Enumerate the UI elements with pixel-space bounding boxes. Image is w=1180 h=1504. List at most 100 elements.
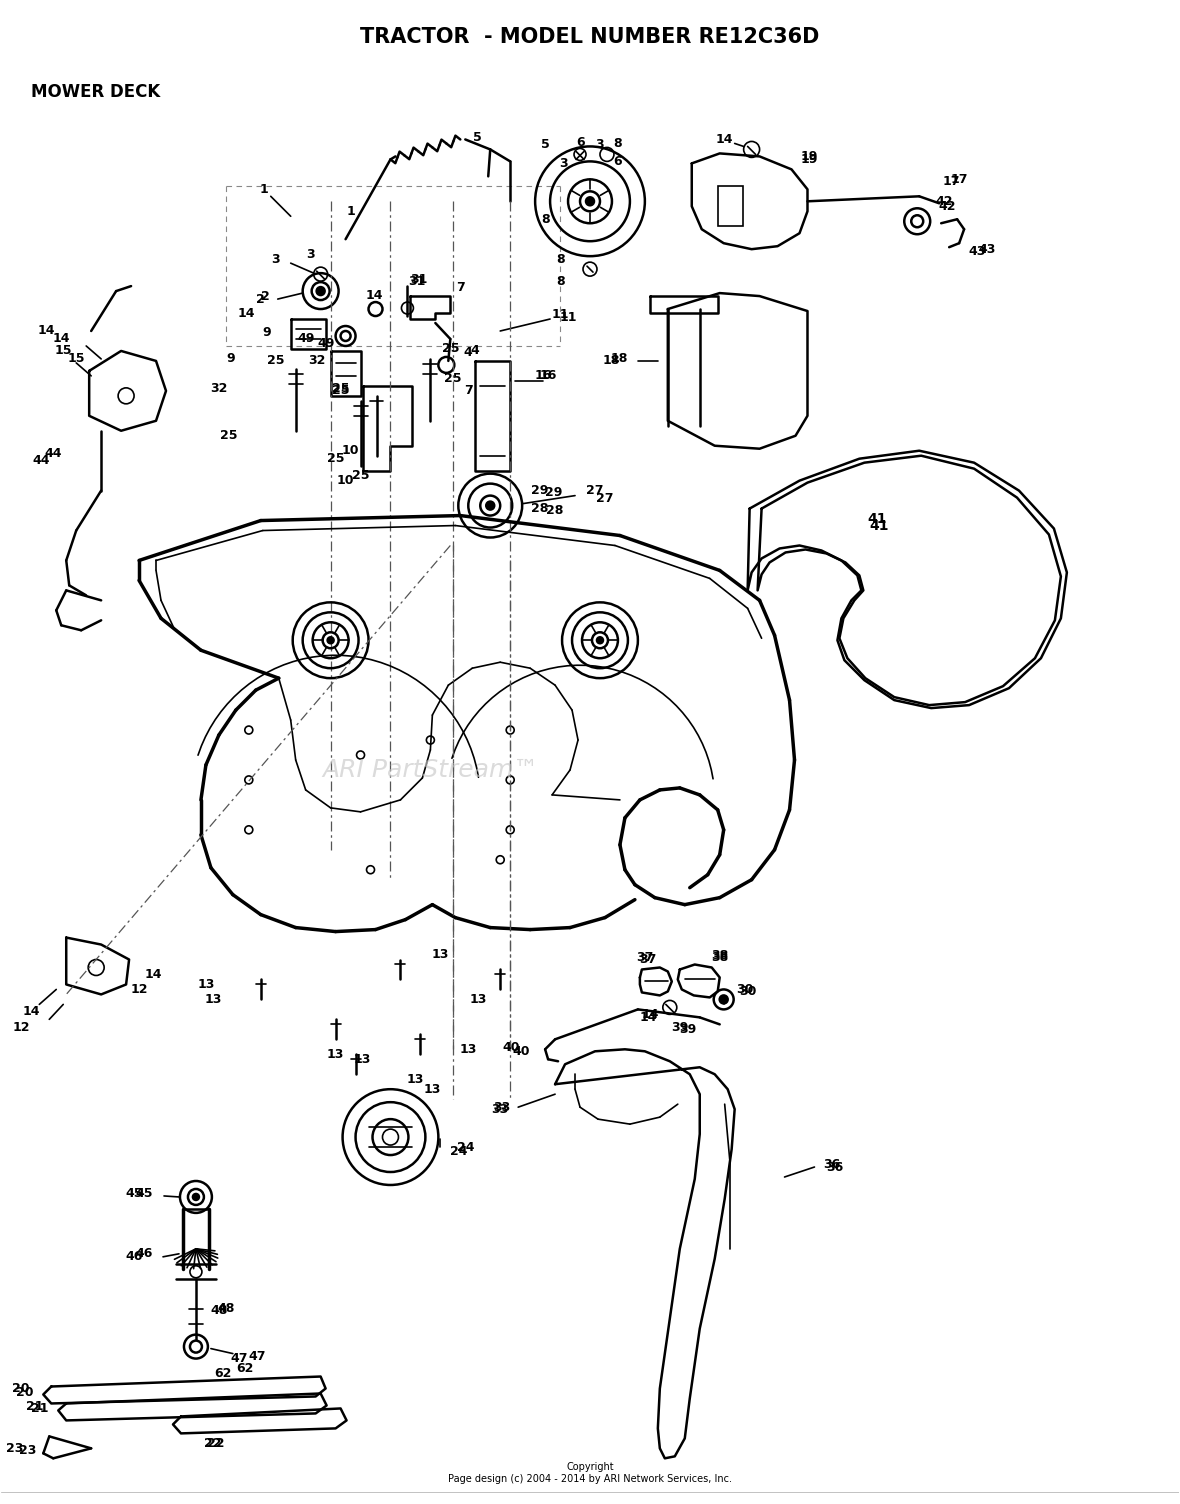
Text: 38: 38: [712, 949, 728, 963]
Text: 7: 7: [455, 281, 465, 293]
Text: 10: 10: [342, 444, 360, 457]
Text: 1: 1: [346, 205, 355, 218]
Text: 36: 36: [822, 1158, 840, 1170]
Text: 21: 21: [26, 1400, 44, 1412]
Text: 36: 36: [826, 1161, 843, 1173]
Text: 6: 6: [577, 135, 585, 149]
Text: ARI PartStream™: ARI PartStream™: [322, 758, 538, 782]
Text: 33: 33: [491, 1102, 509, 1116]
Text: 44: 44: [33, 454, 50, 468]
Text: 11: 11: [559, 310, 577, 323]
Text: 2: 2: [262, 290, 270, 302]
Text: 8: 8: [556, 275, 564, 287]
Text: 62: 62: [215, 1367, 231, 1381]
Text: 49: 49: [317, 337, 335, 350]
Text: 43: 43: [969, 245, 985, 257]
Text: 29: 29: [545, 486, 563, 499]
Text: 13: 13: [197, 978, 215, 991]
Text: 25: 25: [327, 453, 345, 465]
Circle shape: [316, 287, 324, 295]
Text: 27: 27: [586, 484, 604, 498]
Text: 46: 46: [136, 1247, 152, 1260]
Text: 45: 45: [125, 1188, 143, 1200]
Text: 15: 15: [67, 352, 85, 365]
Text: 14: 14: [366, 289, 384, 302]
Text: 37: 37: [640, 954, 656, 966]
Text: 23: 23: [19, 1444, 37, 1457]
Text: 9: 9: [227, 352, 235, 365]
Text: 22: 22: [208, 1436, 224, 1450]
Text: 29: 29: [531, 484, 549, 498]
Text: MOWER DECK: MOWER DECK: [32, 83, 160, 101]
Text: 14: 14: [641, 1008, 658, 1021]
Text: 40: 40: [503, 1041, 520, 1054]
Text: 25: 25: [444, 373, 461, 385]
Text: 25: 25: [267, 355, 284, 367]
Text: 4: 4: [464, 346, 473, 359]
Text: 6: 6: [614, 155, 622, 168]
Text: 3: 3: [559, 156, 568, 170]
Text: 7: 7: [464, 385, 473, 397]
Text: 47: 47: [249, 1351, 267, 1363]
Text: 13: 13: [459, 1042, 477, 1056]
Text: 8: 8: [614, 137, 622, 150]
Text: 30: 30: [739, 985, 756, 999]
Text: 45: 45: [136, 1188, 152, 1200]
Text: 13: 13: [354, 1053, 372, 1066]
Text: 15: 15: [54, 344, 72, 358]
Text: 43: 43: [978, 242, 996, 256]
Circle shape: [486, 502, 494, 510]
Text: 13: 13: [204, 993, 222, 1006]
Text: 13: 13: [470, 993, 487, 1006]
Text: 4: 4: [471, 344, 479, 358]
Text: 14: 14: [22, 1005, 40, 1018]
Text: 16: 16: [539, 370, 557, 382]
Text: 14: 14: [144, 969, 162, 981]
Text: 14: 14: [52, 332, 70, 346]
Circle shape: [328, 638, 334, 644]
Text: 20: 20: [12, 1382, 30, 1396]
Text: 14: 14: [716, 132, 734, 146]
Text: 24: 24: [450, 1145, 467, 1158]
Text: 11: 11: [551, 307, 569, 320]
Text: 25: 25: [352, 469, 369, 483]
Text: 13: 13: [327, 1048, 345, 1060]
Text: 14: 14: [238, 307, 256, 319]
Text: 10: 10: [336, 474, 354, 487]
Text: 18: 18: [603, 355, 620, 367]
Text: 12: 12: [130, 984, 148, 996]
Text: 62: 62: [236, 1363, 254, 1375]
Text: 21: 21: [31, 1402, 48, 1415]
Text: 25: 25: [332, 382, 349, 396]
Text: 47: 47: [230, 1352, 248, 1366]
Text: 5: 5: [473, 131, 481, 144]
Text: 13: 13: [424, 1083, 441, 1096]
Text: 16: 16: [535, 370, 552, 382]
Text: 5: 5: [540, 138, 550, 150]
Text: 41: 41: [870, 519, 889, 532]
Text: 19: 19: [801, 153, 818, 165]
Text: 9: 9: [262, 326, 271, 340]
Text: 3: 3: [271, 253, 280, 266]
Circle shape: [720, 996, 728, 1003]
Text: 42: 42: [936, 196, 953, 208]
Text: 37: 37: [636, 951, 654, 964]
Text: 2: 2: [256, 293, 266, 305]
Text: 22: 22: [204, 1436, 222, 1450]
Text: 28: 28: [546, 504, 564, 517]
Text: 25: 25: [332, 385, 349, 397]
Text: 27: 27: [596, 492, 614, 505]
Text: 12: 12: [13, 1021, 31, 1033]
Text: 28: 28: [531, 502, 549, 514]
Bar: [717, 186, 742, 226]
Text: 32: 32: [210, 382, 228, 396]
Text: 31: 31: [409, 272, 427, 286]
Text: 44: 44: [45, 447, 63, 460]
Text: 3: 3: [596, 138, 604, 150]
Text: 41: 41: [867, 511, 887, 525]
Text: 8: 8: [540, 212, 550, 226]
Text: 39: 39: [671, 1021, 688, 1033]
Text: 19: 19: [801, 150, 818, 162]
Text: 17: 17: [943, 174, 959, 188]
Circle shape: [597, 638, 603, 644]
